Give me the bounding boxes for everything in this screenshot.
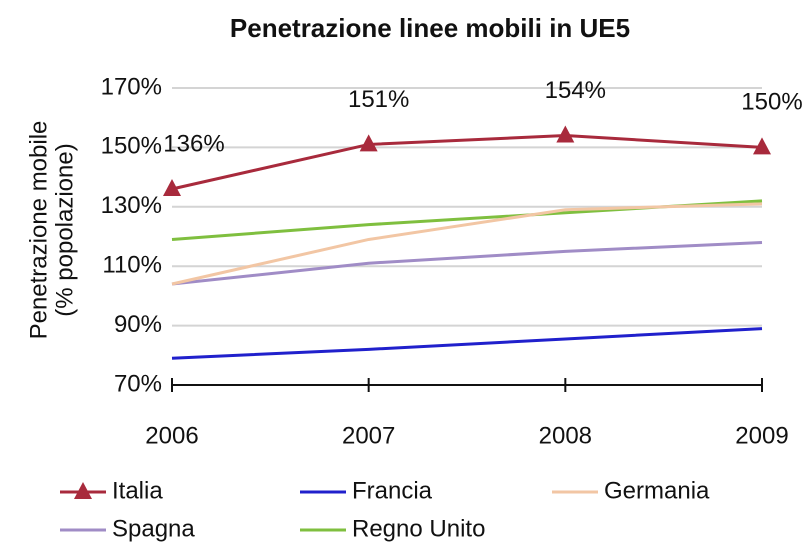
data-label: 151% bbox=[348, 86, 409, 113]
legend-marker bbox=[74, 482, 92, 499]
series-line bbox=[171, 202, 763, 286]
data-label: 150% bbox=[741, 89, 802, 116]
y-axis-label: (% popolazione) bbox=[51, 143, 78, 316]
y-tick-label: 70% bbox=[114, 370, 162, 397]
legend-label: Regno Unito bbox=[352, 515, 485, 542]
y-tick-label: 110% bbox=[102, 252, 162, 279]
chart-title: Penetrazione linee mobili in UE5 bbox=[230, 13, 630, 43]
x-tick-label: 2008 bbox=[539, 422, 592, 449]
y-axis-label: Penetrazione mobile bbox=[25, 121, 52, 340]
legend-label: Germania bbox=[604, 477, 710, 504]
y-tick-label: 130% bbox=[101, 192, 162, 219]
marker bbox=[163, 178, 181, 196]
data-label: 154% bbox=[545, 77, 606, 104]
y-tick-label: 170% bbox=[101, 73, 162, 100]
legend-label: Spagna bbox=[112, 515, 195, 542]
x-tick-label: 2006 bbox=[145, 422, 198, 449]
legend-label: Francia bbox=[352, 477, 433, 504]
series-line bbox=[171, 327, 763, 360]
marker bbox=[359, 134, 378, 152]
x-tick-label: 2007 bbox=[342, 422, 395, 449]
y-tick-label: 90% bbox=[114, 311, 162, 338]
data-label: 136% bbox=[163, 130, 224, 157]
marker bbox=[556, 125, 575, 143]
legend-label: Italia bbox=[112, 477, 163, 504]
marker bbox=[753, 137, 771, 155]
y-tick-label: 150% bbox=[101, 133, 162, 160]
series-line bbox=[171, 134, 763, 191]
x-tick-label: 2009 bbox=[735, 422, 788, 449]
series-line bbox=[171, 240, 763, 286]
